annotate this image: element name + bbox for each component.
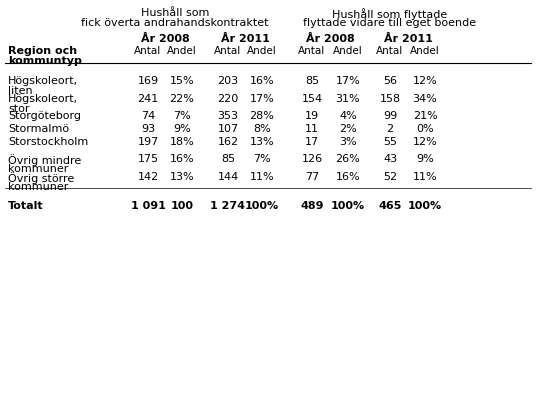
Text: 18%: 18% bbox=[169, 137, 195, 147]
Text: 28%: 28% bbox=[250, 111, 274, 121]
Text: 100%: 100% bbox=[245, 201, 279, 211]
Text: 56: 56 bbox=[383, 76, 397, 86]
Text: 142: 142 bbox=[137, 172, 159, 182]
Text: 16%: 16% bbox=[336, 172, 360, 182]
Text: 2%: 2% bbox=[339, 124, 357, 134]
Text: 15%: 15% bbox=[170, 76, 195, 86]
Text: 158: 158 bbox=[379, 94, 400, 104]
Text: 3%: 3% bbox=[339, 137, 357, 147]
Text: År 2011: År 2011 bbox=[384, 34, 433, 44]
Text: Högskoleort,: Högskoleort, bbox=[8, 94, 78, 104]
Text: 241: 241 bbox=[137, 94, 159, 104]
Text: liten: liten bbox=[8, 86, 33, 96]
Text: 489: 489 bbox=[300, 201, 324, 211]
Text: 17%: 17% bbox=[250, 94, 274, 104]
Text: 2: 2 bbox=[386, 124, 393, 134]
Text: Hushåll som flyttade: Hushåll som flyttade bbox=[332, 8, 448, 20]
Text: 220: 220 bbox=[218, 94, 239, 104]
Text: 22%: 22% bbox=[169, 94, 195, 104]
Text: 26%: 26% bbox=[336, 154, 360, 164]
Text: 55: 55 bbox=[383, 137, 397, 147]
Text: 1 091: 1 091 bbox=[131, 201, 166, 211]
Text: Antal: Antal bbox=[135, 46, 162, 56]
Text: 162: 162 bbox=[218, 137, 239, 147]
Text: 100: 100 bbox=[170, 201, 193, 211]
Text: 175: 175 bbox=[137, 154, 159, 164]
Text: fick överta andrahandskontraktet: fick överta andrahandskontraktet bbox=[81, 18, 269, 28]
Text: 31%: 31% bbox=[336, 94, 360, 104]
Text: Totalt: Totalt bbox=[8, 201, 43, 211]
Text: 77: 77 bbox=[305, 172, 319, 182]
Text: 11%: 11% bbox=[250, 172, 274, 182]
Text: 13%: 13% bbox=[170, 172, 195, 182]
Text: Hushåll som: Hushåll som bbox=[141, 8, 209, 18]
Text: 12%: 12% bbox=[413, 137, 437, 147]
Text: 34%: 34% bbox=[413, 94, 437, 104]
Text: 203: 203 bbox=[218, 76, 239, 86]
Text: 12%: 12% bbox=[413, 76, 437, 86]
Text: 100%: 100% bbox=[408, 201, 442, 211]
Text: 99: 99 bbox=[383, 111, 397, 121]
Text: kommuntyp: kommuntyp bbox=[8, 56, 82, 66]
Text: 21%: 21% bbox=[413, 111, 437, 121]
Text: Antal: Antal bbox=[376, 46, 404, 56]
Text: 93: 93 bbox=[141, 124, 155, 134]
Text: Andel: Andel bbox=[167, 46, 197, 56]
Text: 16%: 16% bbox=[170, 154, 195, 164]
Text: 9%: 9% bbox=[173, 124, 191, 134]
Text: 353: 353 bbox=[218, 111, 239, 121]
Text: 13%: 13% bbox=[250, 137, 274, 147]
Text: Övrig större: Övrig större bbox=[8, 172, 75, 184]
Text: 1 274: 1 274 bbox=[211, 201, 245, 211]
Text: 85: 85 bbox=[305, 76, 319, 86]
Text: stor: stor bbox=[8, 104, 29, 114]
Text: Andel: Andel bbox=[333, 46, 363, 56]
Text: Storstockholm: Storstockholm bbox=[8, 137, 88, 147]
Text: 9%: 9% bbox=[416, 154, 434, 164]
Text: Andel: Andel bbox=[247, 46, 277, 56]
Text: Högskoleort,: Högskoleort, bbox=[8, 76, 78, 86]
Text: År 2011: År 2011 bbox=[220, 34, 270, 44]
Text: 74: 74 bbox=[141, 111, 155, 121]
Text: 19: 19 bbox=[305, 111, 319, 121]
Text: 197: 197 bbox=[137, 137, 159, 147]
Text: 43: 43 bbox=[383, 154, 397, 164]
Text: Storgöteborg: Storgöteborg bbox=[8, 111, 81, 121]
Text: 7%: 7% bbox=[173, 111, 191, 121]
Text: 11: 11 bbox=[305, 124, 319, 134]
Text: Stormalmö: Stormalmö bbox=[8, 124, 69, 134]
Text: 154: 154 bbox=[301, 94, 323, 104]
Text: 169: 169 bbox=[137, 76, 159, 86]
Text: År 2008: År 2008 bbox=[306, 34, 354, 44]
Text: År 2008: År 2008 bbox=[140, 34, 189, 44]
Text: 85: 85 bbox=[221, 154, 235, 164]
Text: Andel: Andel bbox=[410, 46, 440, 56]
Text: kommuner: kommuner bbox=[8, 164, 69, 174]
Text: 107: 107 bbox=[218, 124, 239, 134]
Text: 16%: 16% bbox=[250, 76, 274, 86]
Text: 52: 52 bbox=[383, 172, 397, 182]
Text: Antal: Antal bbox=[299, 46, 326, 56]
Text: 144: 144 bbox=[218, 172, 239, 182]
Text: kommuner: kommuner bbox=[8, 182, 69, 192]
Text: 11%: 11% bbox=[413, 172, 437, 182]
Text: 17%: 17% bbox=[336, 76, 360, 86]
Text: 126: 126 bbox=[301, 154, 323, 164]
Text: 7%: 7% bbox=[253, 154, 271, 164]
Text: Antal: Antal bbox=[214, 46, 242, 56]
Text: 4%: 4% bbox=[339, 111, 357, 121]
Text: 17: 17 bbox=[305, 137, 319, 147]
Text: 100%: 100% bbox=[331, 201, 365, 211]
Text: Övrig mindre: Övrig mindre bbox=[8, 154, 81, 166]
Text: 0%: 0% bbox=[416, 124, 434, 134]
Text: 465: 465 bbox=[378, 201, 401, 211]
Text: flyttade vidare till eget boende: flyttade vidare till eget boende bbox=[303, 18, 477, 28]
Text: 8%: 8% bbox=[253, 124, 271, 134]
Text: Region och: Region och bbox=[8, 46, 77, 56]
